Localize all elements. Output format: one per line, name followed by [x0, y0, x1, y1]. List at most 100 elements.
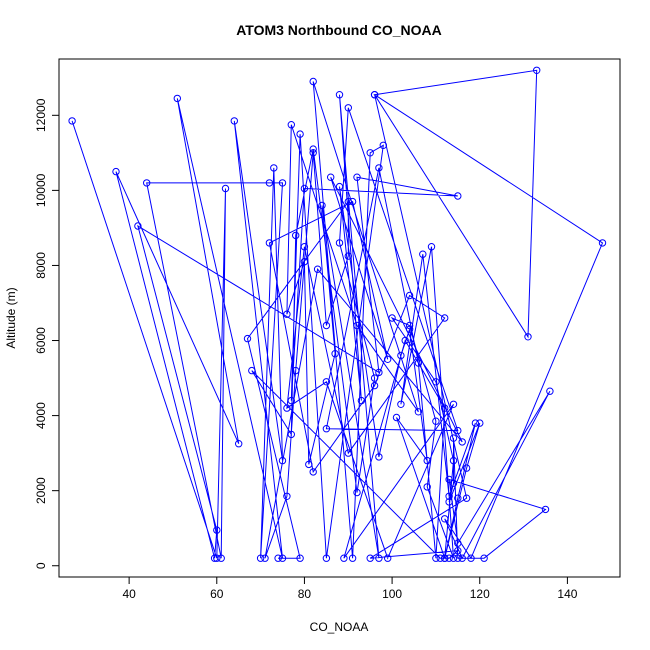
data-point [541, 505, 550, 514]
y-tick-label: 4000 [34, 402, 48, 429]
data-point [327, 173, 335, 181]
data-point [454, 554, 462, 562]
data-point [335, 91, 344, 99]
data-point [173, 94, 182, 103]
data-point [445, 498, 453, 506]
data-point [533, 66, 541, 75]
series-layer [68, 66, 607, 562]
data-point [445, 492, 453, 500]
data-point [598, 239, 607, 247]
data-point [414, 408, 423, 416]
data-point [375, 368, 383, 377]
data-point [309, 149, 317, 157]
data-point [292, 366, 300, 375]
data-point [546, 387, 554, 395]
y-axis: 0 2000 4000 6000 8000 10000 12000 [34, 98, 60, 569]
data-point [331, 350, 339, 358]
data-point [423, 483, 431, 491]
data-point [348, 197, 357, 206]
data-point [112, 167, 120, 176]
data-point [274, 554, 282, 562]
data-point [261, 554, 269, 562]
data-point [449, 400, 458, 408]
data-point [384, 355, 392, 363]
data-point [296, 130, 304, 138]
data-point [265, 179, 274, 187]
data-point [379, 141, 387, 150]
data-point [375, 453, 383, 461]
data-point [357, 396, 366, 405]
data-point [344, 104, 352, 112]
data-point [287, 430, 295, 439]
data-point [462, 494, 471, 502]
data-point [278, 456, 287, 465]
data-point [210, 554, 219, 562]
data-point [462, 464, 471, 472]
data-point [305, 460, 313, 469]
data-point [388, 314, 396, 322]
data-point [278, 554, 287, 562]
data-point [454, 547, 462, 555]
data-point [322, 554, 331, 562]
data-point [230, 117, 239, 125]
data-point [423, 456, 431, 465]
data-point [454, 426, 462, 435]
data-point [449, 479, 458, 487]
data-point [401, 336, 409, 345]
data-point [309, 145, 317, 153]
x-tick-label: 120 [470, 587, 490, 601]
data-point [432, 417, 440, 425]
data-point [471, 419, 480, 427]
data-point [248, 366, 256, 375]
data-point [68, 117, 76, 125]
data-point [300, 258, 309, 266]
y-tick-label: 12000 [34, 98, 48, 132]
data-point [283, 492, 291, 500]
data-point [344, 252, 352, 260]
data-point [454, 494, 462, 502]
data-point [322, 378, 331, 386]
data-point [265, 239, 274, 247]
data-point [353, 488, 361, 497]
data-point [441, 515, 449, 523]
data-point [397, 351, 405, 360]
data-point [221, 184, 230, 193]
data-point [283, 310, 291, 318]
data-point [318, 201, 326, 210]
data-point [476, 419, 484, 427]
data-point [278, 179, 287, 187]
data-point [300, 184, 309, 193]
x-tick-label: 60 [210, 587, 224, 601]
data-point [235, 440, 243, 448]
data-point [449, 434, 458, 442]
x-axis-label: CO_NOAA [310, 620, 369, 634]
y-tick-label: 2000 [34, 477, 48, 504]
x-axis: 40 60 80 100 120 140 [122, 576, 578, 601]
data-point [467, 554, 475, 562]
data-point [449, 554, 458, 562]
data-point [344, 449, 352, 457]
data-point [366, 149, 374, 157]
data-point [405, 321, 414, 330]
chart-title: ATOM3 Northbound CO_NOAA [236, 22, 442, 38]
data-point [392, 413, 401, 422]
data-point [296, 554, 304, 562]
data-point [454, 539, 462, 547]
data-point [287, 121, 295, 129]
data-point [292, 231, 300, 240]
data-point [283, 404, 291, 412]
data-point [344, 197, 352, 206]
x-tick-label: 140 [557, 587, 577, 601]
data-point [143, 179, 151, 187]
x-tick-label: 40 [122, 587, 136, 601]
y-axis-label: Altitude (m) [4, 287, 18, 348]
data-point [445, 475, 453, 484]
data-point [524, 333, 532, 341]
data-point [441, 404, 449, 412]
y-tick-label: 10000 [34, 173, 48, 207]
data-point [445, 554, 453, 562]
data-point [287, 396, 295, 405]
data-point [397, 400, 405, 408]
data-point [340, 554, 348, 562]
